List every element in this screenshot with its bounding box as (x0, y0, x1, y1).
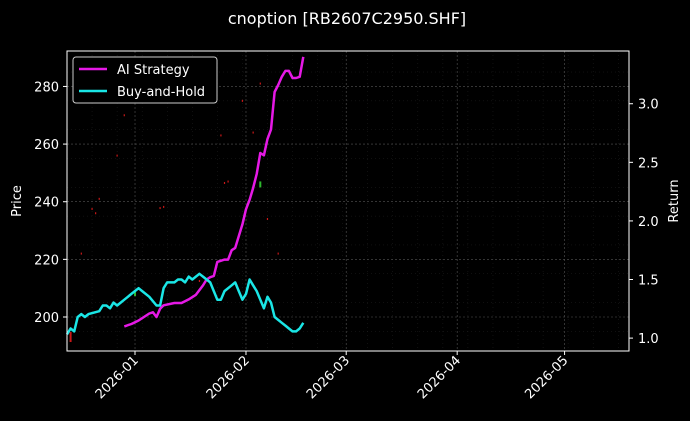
legend-label-ai-strategy: AI Strategy (117, 63, 190, 78)
sell-marker (91, 207, 93, 210)
sell-marker (241, 99, 244, 102)
plot-frame (66, 50, 630, 352)
sell-marker (227, 180, 229, 183)
sell-marker (223, 181, 226, 184)
y-right-tick-label: 2.5 (638, 156, 659, 171)
legend-box (72, 56, 218, 104)
buy-marker (259, 181, 262, 188)
sell-marker (277, 252, 279, 255)
legend: AI Strategy Buy-and-Hold (72, 56, 218, 104)
sell-marker (220, 134, 222, 137)
y-axis-left-label: Price (10, 185, 25, 217)
sell-marker (159, 207, 161, 210)
sell-marker (252, 131, 254, 134)
sell-marker (80, 252, 82, 255)
y-left-tick-label: 220 (34, 253, 59, 268)
sell-marker (163, 205, 165, 208)
sell-marker (116, 154, 118, 157)
sell-marker (95, 212, 97, 215)
sell-marker (123, 114, 125, 117)
y-right-tick-label: 3.0 (638, 98, 659, 113)
y-left-tick-label: 280 (34, 80, 59, 95)
legend-label-buy-and-hold: Buy-and-Hold (117, 85, 205, 100)
trade-markers (69, 82, 279, 343)
series-lines (65, 56, 305, 335)
y-axis-right-label: Return (667, 179, 682, 222)
y-right-tick-label: 1.0 (638, 332, 659, 347)
y-axis-right: 1.0 1.5 2.0 2.5 3.0 (629, 98, 659, 347)
buy-marker (134, 290, 137, 297)
y-right-tick-label: 1.5 (638, 274, 659, 289)
y-right-tick-label: 2.0 (638, 215, 659, 230)
chart-title: cnoption [RB2607C2950.SHF] (228, 9, 466, 28)
y-left-tick-label: 200 (34, 311, 59, 326)
y-left-tick-label: 260 (34, 138, 59, 153)
sell-marker (98, 197, 100, 200)
sell-marker (259, 82, 261, 85)
sell-marker (198, 279, 201, 282)
grid-lines (66, 51, 629, 351)
y-axis-left: 200 220 240 260 280 (34, 80, 67, 326)
series-line-ai-strategy (123, 56, 305, 328)
sell-marker (266, 218, 269, 221)
sell-marker (69, 332, 72, 343)
y-left-tick-label: 240 (34, 196, 59, 211)
series-line-buy-and-hold (65, 272, 305, 335)
